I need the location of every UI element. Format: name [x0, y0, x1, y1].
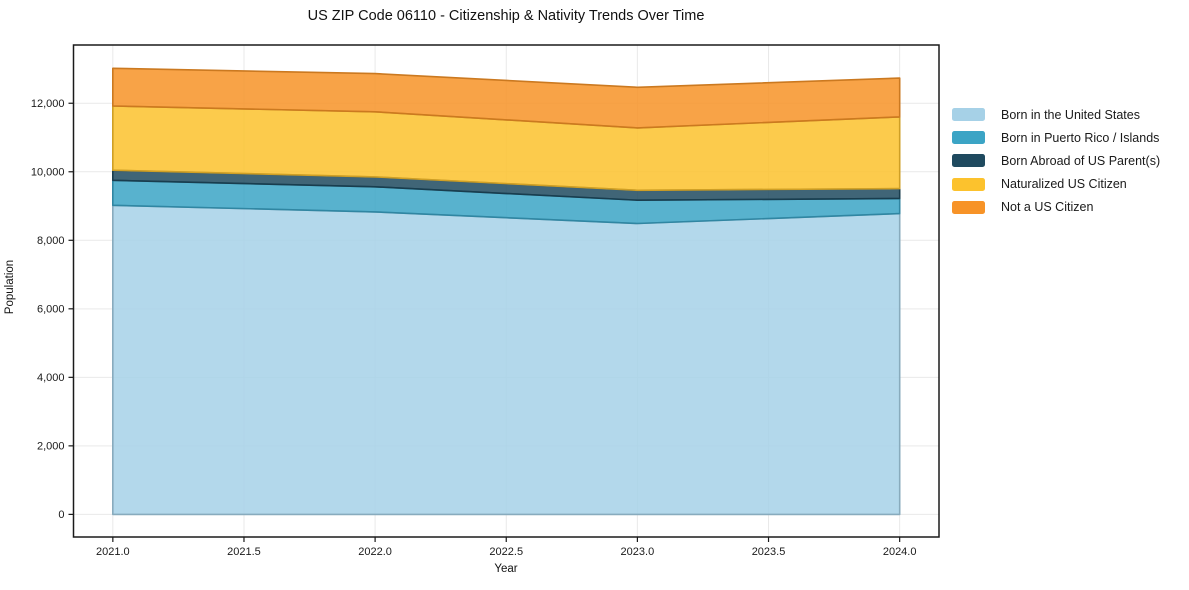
legend-item-naturalized: Naturalized US Citizen: [952, 173, 1160, 196]
legend: Born in the United States Born in Puerto…: [952, 103, 1160, 219]
legend-item-born-us: Born in the United States: [952, 103, 1160, 126]
legend-swatch-born-abroad: [952, 154, 985, 168]
y-tick-label: 4,000: [37, 372, 65, 384]
x-axis-label: Year: [494, 563, 518, 575]
x-tick-label: 2021.5: [227, 546, 261, 558]
chart-title: US ZIP Code 06110 - Citizenship & Nativi…: [307, 8, 705, 24]
legend-label-not-citizen: Not a US Citizen: [1001, 200, 1094, 215]
y-tick-label: 0: [58, 509, 64, 521]
y-tick-label: 10,000: [31, 167, 65, 179]
x-tick-label: 2023.0: [621, 546, 655, 558]
legend-item-not-citizen: Not a US Citizen: [952, 196, 1160, 219]
y-tick-label: 8,000: [37, 235, 65, 247]
legend-swatch-not-citizen: [952, 200, 985, 214]
y-tick-label: 6,000: [37, 304, 65, 316]
y-tick-label: 12,000: [31, 98, 65, 110]
x-tick-label: 2022.0: [358, 546, 392, 558]
x-tick-label: 2024.0: [883, 546, 917, 558]
legend-item-born-abroad: Born Abroad of US Parent(s): [952, 149, 1160, 172]
y-axis-label: Population: [4, 259, 16, 315]
legend-label-born-abroad: Born Abroad of US Parent(s): [1001, 153, 1161, 168]
area-born-in-the-united-states: [112, 204, 901, 516]
y-tick-label: 2,000: [37, 441, 65, 453]
axis-ticks: 2021.0 2021.5 2022.0 2022.5 2023.0 2023.5 2024…: [31, 98, 917, 558]
legend-item-puerto-rico: Born in Puerto Rico / Islands: [952, 126, 1160, 149]
x-tick-label: 2023.5: [752, 546, 786, 558]
x-tick-label: 2021.0: [96, 546, 130, 558]
area-not-a-us-citizen: [112, 67, 901, 129]
legend-label-puerto-rico: Born in Puerto Rico / Islands: [1001, 130, 1160, 145]
legend-swatch-born-us: [952, 108, 985, 122]
legend-label-born-us: Born in the United States: [1001, 107, 1140, 122]
legend-swatch-puerto-rico: [952, 131, 985, 145]
x-tick-label: 2022.5: [489, 546, 523, 558]
legend-swatch-naturalized: [952, 177, 985, 191]
legend-label-naturalized: Naturalized US Citizen: [1001, 177, 1127, 192]
